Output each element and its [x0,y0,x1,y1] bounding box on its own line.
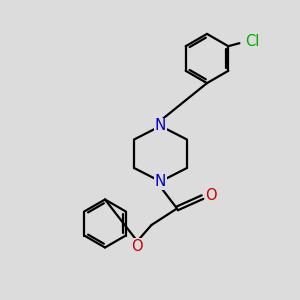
Text: O: O [205,188,217,203]
Text: N: N [155,174,166,189]
Text: N: N [155,118,166,134]
Text: O: O [131,239,142,254]
Text: Cl: Cl [245,34,259,49]
